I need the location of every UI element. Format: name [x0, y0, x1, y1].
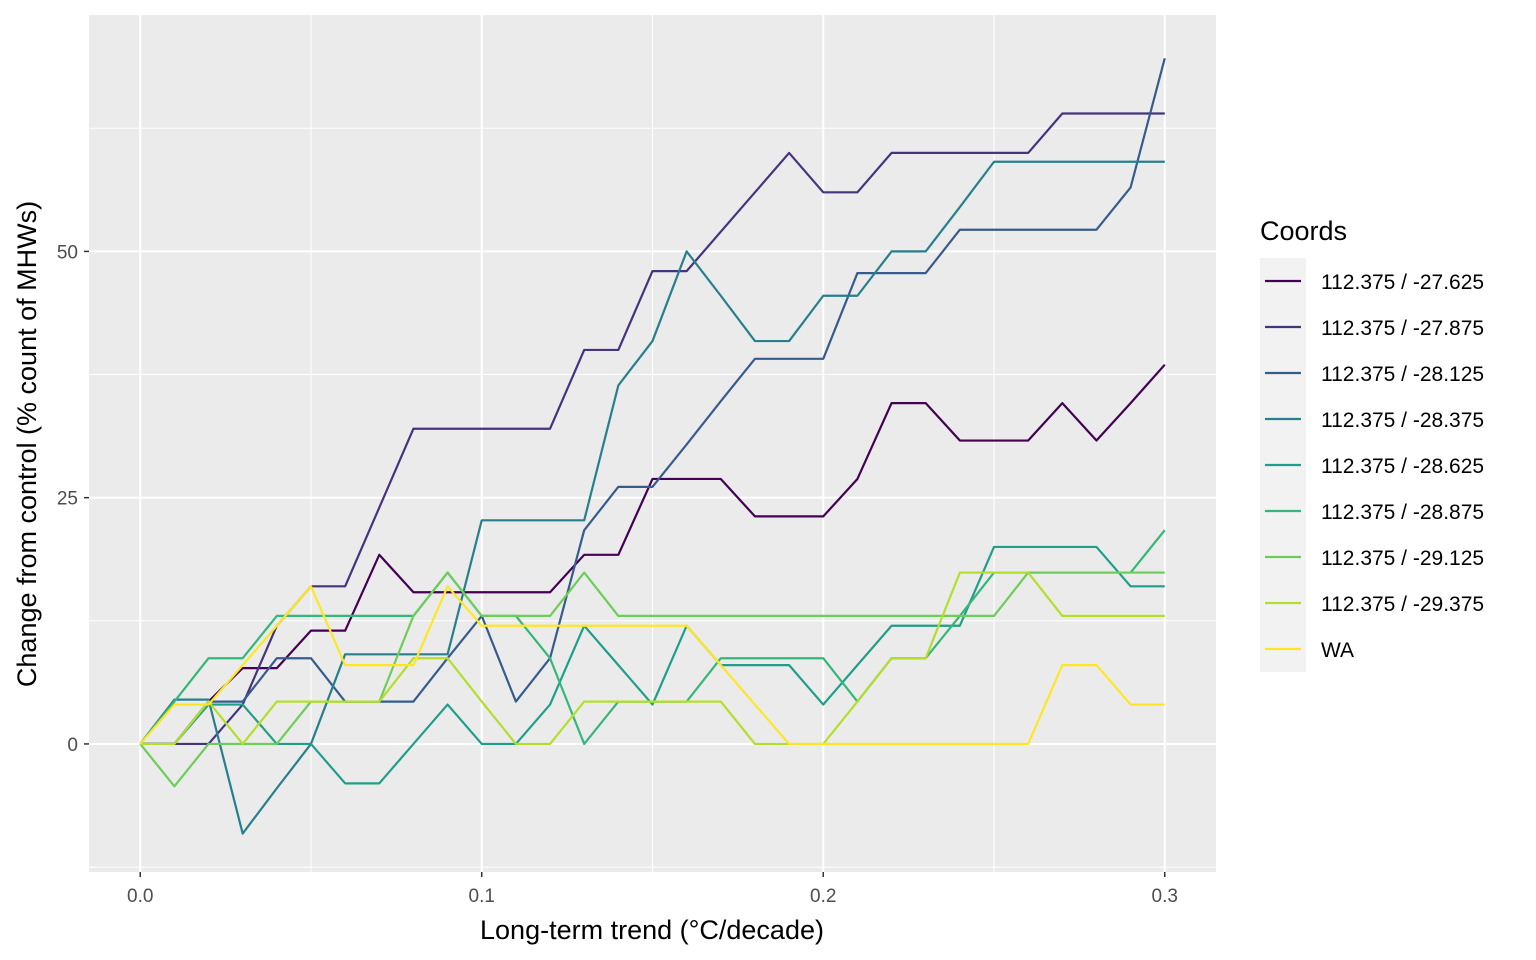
- series-lines: [139, 58, 1166, 835]
- x-axis-ticks: 0.0 0.1 0.2 0.3: [127, 872, 1178, 907]
- y-axis-ticks: 0 25 50: [57, 242, 89, 756]
- series-line-7: [140, 571, 1165, 746]
- legend-label: 112.375 / -28.125: [1321, 363, 1484, 386]
- y-tick-label: 0: [67, 735, 78, 756]
- legend-label: 112.375 / -27.625: [1321, 271, 1484, 294]
- x-tick-label: 0.3: [1152, 886, 1178, 907]
- x-tick-label: 0.2: [810, 886, 836, 907]
- minor-gridlines: [89, 15, 1216, 872]
- series-line-8: [139, 585, 1165, 746]
- y-tick-label: 50: [57, 242, 78, 263]
- legend-title: Coords: [1260, 216, 1347, 246]
- series-line-0: [140, 363, 1166, 746]
- x-tick-label: 0.1: [469, 886, 495, 907]
- legend-label: 112.375 / -27.875: [1321, 317, 1484, 340]
- y-axis-title: Change from control (% count of MHWs): [12, 201, 42, 687]
- x-tick-label: 0.0: [127, 886, 153, 907]
- legend-items: 112.375 / -27.625 112.375 / -27.875 112.37…: [1265, 271, 1484, 662]
- legend-label: 112.375 / -28.375: [1321, 409, 1484, 432]
- series-line-4: [140, 545, 1165, 785]
- legend-label: 112.375 / -29.125: [1321, 547, 1484, 570]
- legend-label: 112.375 / -28.875: [1321, 501, 1484, 524]
- legend-label: 112.375 / -29.375: [1321, 593, 1484, 616]
- x-axis-title: Long-term trend (°C/decade): [480, 915, 824, 945]
- y-tick-label: 25: [57, 489, 78, 510]
- legend: Coords 112.375 / -27.625 112.375 / -27.87…: [1260, 216, 1484, 672]
- legend-label: WA: [1321, 639, 1354, 662]
- series-line-2: [140, 58, 1166, 746]
- legend-label: 112.375 / -28.625: [1321, 455, 1484, 478]
